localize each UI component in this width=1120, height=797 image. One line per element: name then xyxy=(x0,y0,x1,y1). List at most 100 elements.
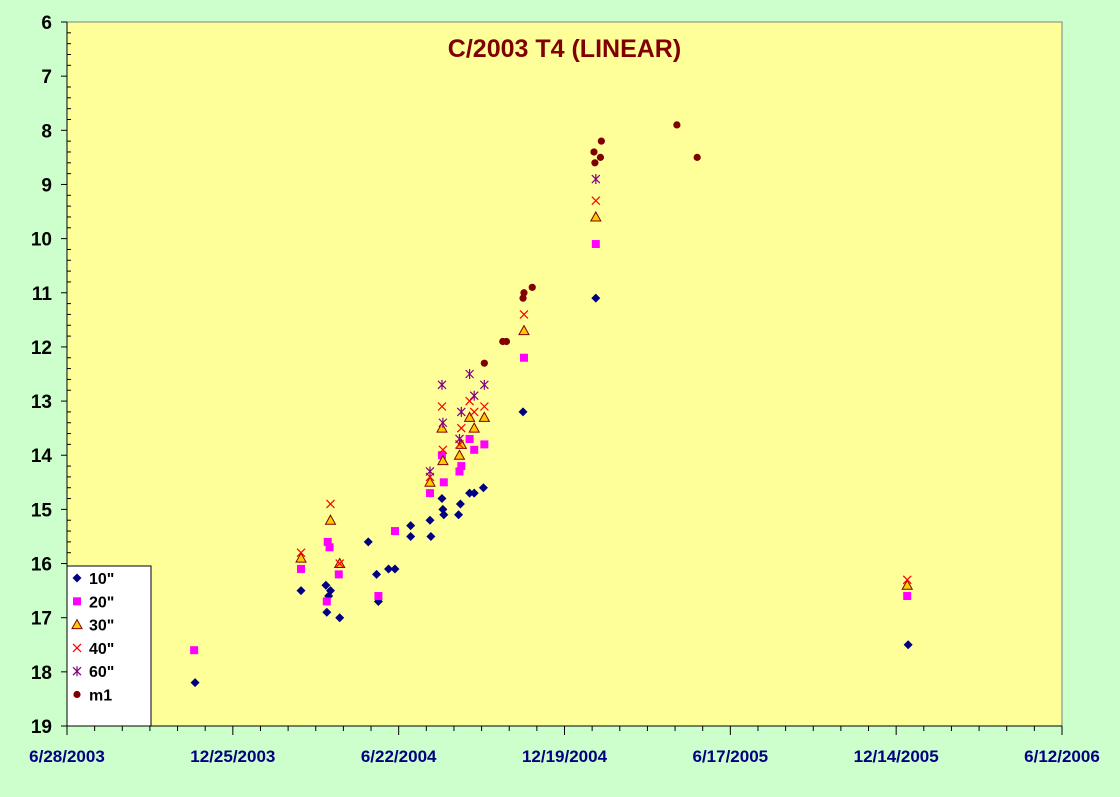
data-point xyxy=(190,646,199,655)
marker-stroke xyxy=(456,423,466,433)
x-tick-label: 6/22/2004 xyxy=(361,747,437,766)
data-point xyxy=(519,353,528,362)
data-point xyxy=(297,564,306,573)
legend-marker xyxy=(73,690,81,699)
marker-stroke xyxy=(72,643,82,653)
data-point xyxy=(190,678,200,688)
y-tick-label: 19 xyxy=(31,717,52,738)
marker-stroke xyxy=(591,196,601,206)
data-point xyxy=(437,451,446,460)
series-group xyxy=(296,196,912,585)
data-point xyxy=(439,510,449,520)
y-tick-label: 18 xyxy=(31,663,52,684)
y-tick-label: 15 xyxy=(31,500,53,521)
data-point xyxy=(437,402,447,411)
legend-marker xyxy=(72,573,82,583)
data-points xyxy=(190,121,914,688)
data-point xyxy=(439,478,448,487)
data-point xyxy=(591,159,599,167)
data-point xyxy=(479,379,489,390)
y-tick-label: 7 xyxy=(41,67,52,88)
series-group xyxy=(190,240,912,655)
data-point xyxy=(596,153,605,161)
data-point xyxy=(390,527,399,536)
data-point xyxy=(325,586,335,596)
data-point xyxy=(326,499,335,509)
data-point xyxy=(673,121,681,129)
y-tick-label: 6 xyxy=(41,13,52,34)
data-point xyxy=(335,559,345,568)
legend: 10" 20" 30" 40" 60" m1 xyxy=(66,565,152,727)
data-point xyxy=(478,483,488,493)
data-point xyxy=(437,494,447,504)
data-point xyxy=(438,504,448,514)
plot-area xyxy=(66,21,1063,727)
data-point xyxy=(455,467,464,476)
marker-stroke xyxy=(438,445,448,455)
data-point xyxy=(469,488,479,498)
series-group xyxy=(425,174,601,477)
y-tick-label: 9 xyxy=(41,175,52,196)
legend-label: 40" xyxy=(89,641,114,658)
legend-marker xyxy=(72,643,82,653)
data-point xyxy=(469,390,479,401)
series-group xyxy=(190,293,913,688)
data-point xyxy=(520,289,528,297)
data-point xyxy=(426,531,436,541)
data-point xyxy=(323,537,332,546)
data-point xyxy=(693,153,701,161)
data-point xyxy=(321,580,331,590)
data-point xyxy=(480,359,488,367)
y-tick-label: 10 xyxy=(31,230,52,251)
data-point xyxy=(465,369,475,379)
data-point xyxy=(480,440,489,449)
data-point xyxy=(463,411,476,422)
x-tick-label: 6/17/2005 xyxy=(693,747,769,766)
data-point xyxy=(591,196,601,206)
marker-stroke xyxy=(326,499,335,509)
chart-title: C/2003 T4 (LINEAR) xyxy=(448,35,681,63)
legend-marker xyxy=(72,666,82,677)
x-tick-label: 12/19/2004 xyxy=(522,747,608,766)
data-point xyxy=(325,543,334,552)
marker-stroke xyxy=(519,310,529,319)
data-point xyxy=(372,569,382,579)
legend-label: 10" xyxy=(89,571,114,588)
data-point xyxy=(903,592,912,601)
data-point xyxy=(457,462,466,471)
data-point xyxy=(406,521,416,531)
marker-stroke xyxy=(479,402,489,411)
data-point xyxy=(591,240,600,249)
data-point xyxy=(518,324,530,336)
data-point xyxy=(437,454,449,466)
marker-stroke xyxy=(335,559,345,568)
data-point xyxy=(903,640,913,650)
data-point xyxy=(425,466,435,477)
legend-label: m1 xyxy=(89,688,112,705)
data-point xyxy=(518,407,528,417)
data-point xyxy=(456,423,466,433)
data-point xyxy=(901,579,914,590)
data-point xyxy=(591,174,601,185)
legend-box xyxy=(66,565,152,727)
data-point xyxy=(322,597,331,606)
data-point xyxy=(363,537,373,547)
legend-label: 60" xyxy=(89,664,114,681)
data-point xyxy=(528,283,536,291)
marker-stroke xyxy=(296,548,306,558)
x-tick-label: 12/14/2005 xyxy=(854,747,939,766)
x-tick-label: 6/28/2003 xyxy=(29,747,105,766)
data-point xyxy=(296,586,306,596)
data-point xyxy=(425,489,434,498)
data-point xyxy=(468,422,481,433)
data-point xyxy=(478,411,491,422)
y-tick-label: 8 xyxy=(41,121,52,142)
data-point xyxy=(519,294,527,302)
data-point xyxy=(384,564,394,574)
data-point xyxy=(437,379,447,390)
data-point xyxy=(590,148,598,156)
data-point xyxy=(469,407,479,417)
data-point xyxy=(438,417,448,428)
